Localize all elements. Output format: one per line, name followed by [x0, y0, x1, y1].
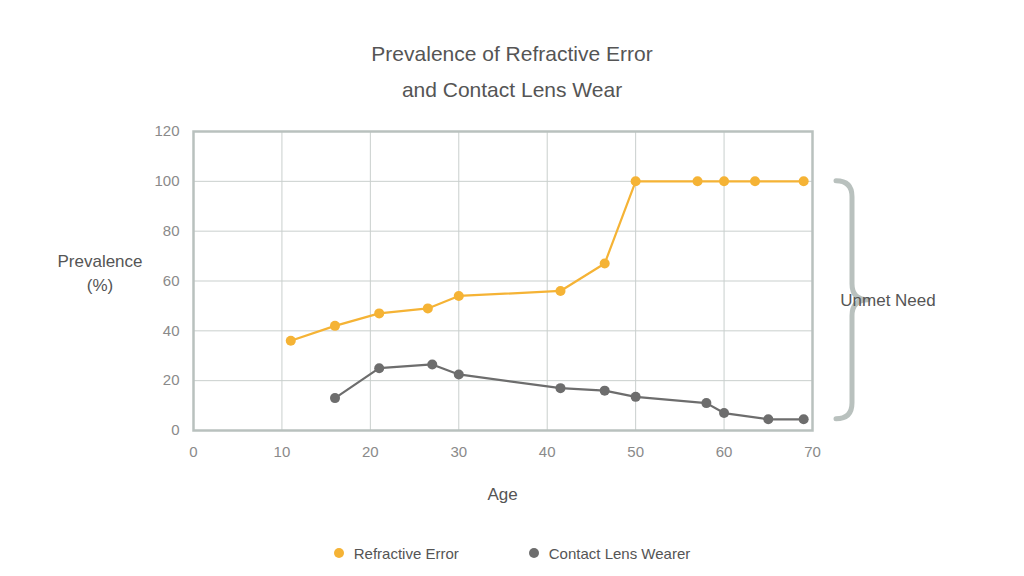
svg-text:20: 20	[163, 371, 180, 388]
svg-text:0: 0	[189, 443, 197, 460]
svg-text:80: 80	[163, 222, 180, 239]
svg-text:Unmet Need: Unmet Need	[840, 291, 935, 310]
svg-text:30: 30	[450, 443, 467, 460]
svg-text:50: 50	[627, 443, 644, 460]
svg-text:20: 20	[362, 443, 379, 460]
svg-text:120: 120	[154, 122, 179, 139]
svg-text:60: 60	[716, 443, 733, 460]
svg-text:40: 40	[539, 443, 556, 460]
svg-text:60: 60	[163, 272, 180, 289]
svg-text:40: 40	[163, 322, 180, 339]
html-text:Refractive Error: Refractive Error	[353, 544, 459, 562]
svg-text:70: 70	[804, 443, 821, 460]
html-text:Prevalence of Refractive Error: Prevalence of Refractive Error and Conta…	[371, 42, 653, 101]
svg-text:100: 100	[154, 172, 179, 189]
svg-text:Prevalence(%): Prevalence(%)	[57, 252, 142, 295]
svg-text:0: 0	[171, 421, 179, 438]
html-text:Contact Lens Wearer: Contact Lens Wearer	[548, 544, 691, 562]
svg-text:Age: Age	[487, 485, 517, 504]
svg-text:10: 10	[274, 443, 291, 460]
